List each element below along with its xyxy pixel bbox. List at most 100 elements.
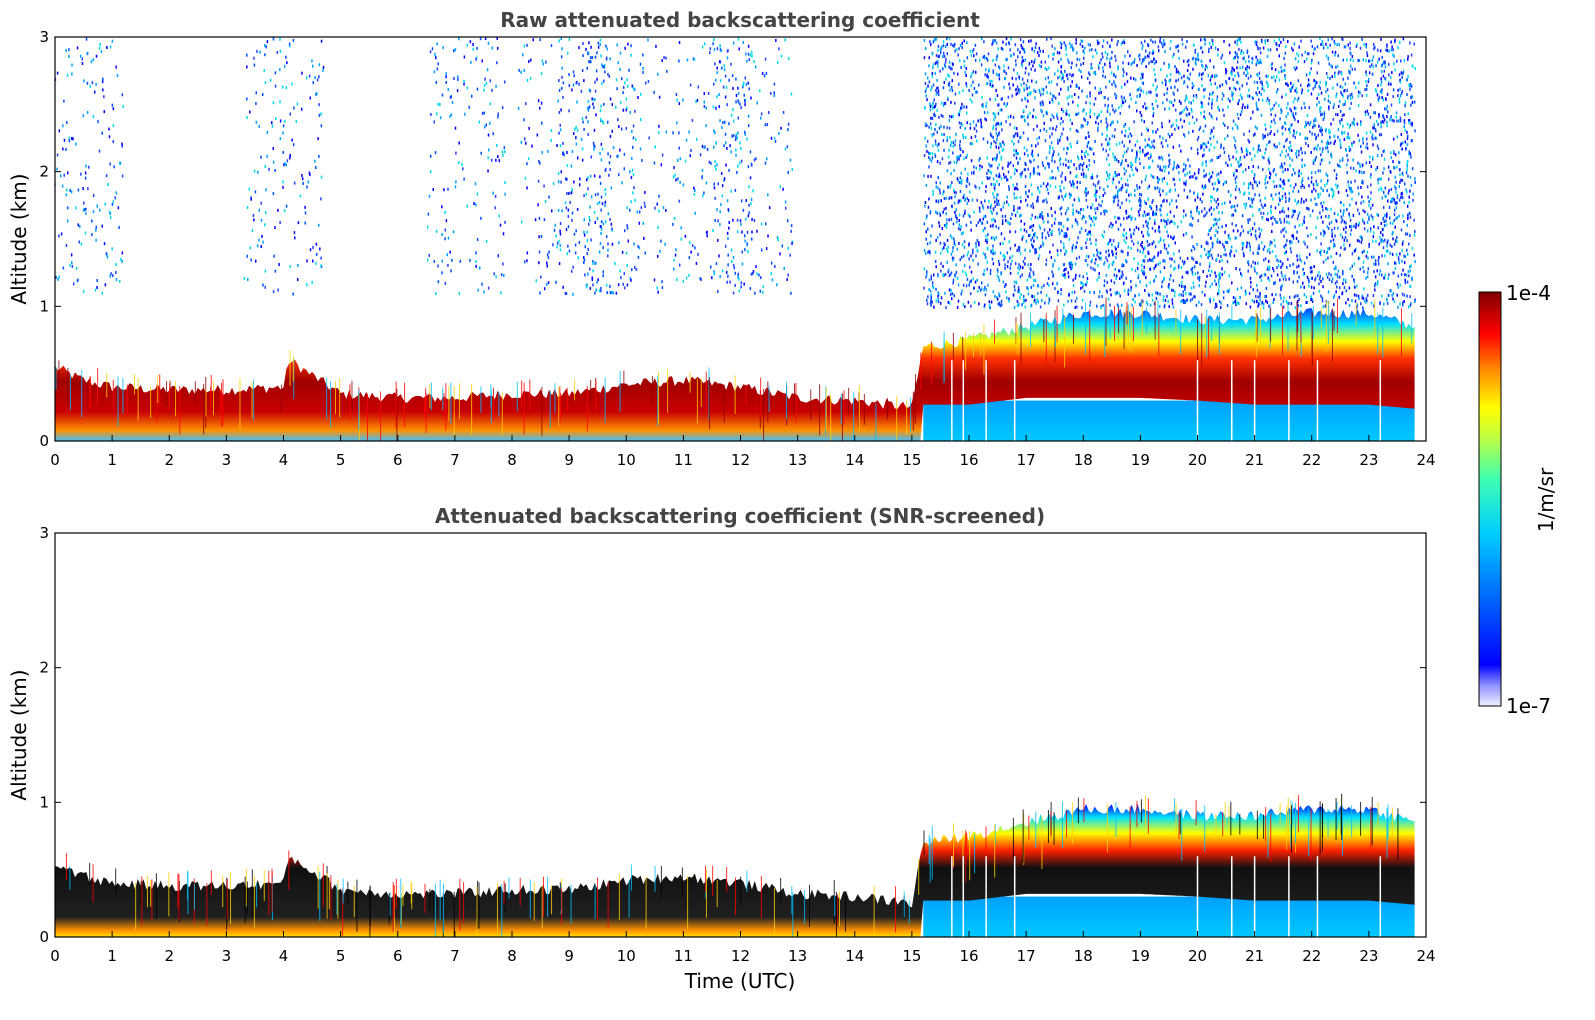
noise-speck [1186, 271, 1189, 275]
noise-speck [1261, 155, 1264, 159]
noise-speck [581, 158, 584, 162]
noise-speck [1289, 156, 1291, 160]
noise-speck [1359, 164, 1361, 168]
noise-speck [1249, 228, 1252, 232]
noise-speck [732, 291, 735, 295]
noise-speck [999, 108, 1001, 112]
noise-speck [1273, 297, 1275, 301]
noise-speck [101, 291, 104, 295]
noise-speck [930, 303, 932, 307]
noise-speck [1222, 122, 1225, 126]
noise-speck [750, 50, 753, 54]
noise-speck [1335, 65, 1337, 69]
noise-speck [627, 42, 629, 46]
noise-speck [578, 183, 581, 187]
noise-speck [1271, 67, 1273, 71]
noise-speck [1268, 268, 1270, 272]
noise-speck [736, 218, 739, 222]
noise-speck [996, 193, 999, 197]
noise-speck [1117, 65, 1119, 69]
noise-speck [963, 39, 965, 43]
noise-speck [1201, 101, 1203, 105]
noise-speck [1246, 68, 1248, 72]
noise-speck [942, 190, 945, 194]
noise-speck [1243, 191, 1246, 195]
noise-speck [927, 174, 929, 178]
noise-speck [1257, 295, 1259, 299]
noise-speck [759, 276, 762, 280]
noise-speck [314, 159, 316, 163]
noise-speck [1001, 214, 1004, 218]
noise-speck [1315, 236, 1318, 240]
noise-speck [1120, 249, 1123, 253]
noise-speck [441, 233, 443, 237]
noise-speck [1123, 281, 1125, 285]
noise-speck [1208, 261, 1211, 265]
noise-speck [615, 105, 617, 109]
noise-speck [1382, 171, 1384, 175]
noise-speck [1081, 246, 1083, 250]
noise-speck [96, 204, 98, 208]
noise-speck [480, 216, 482, 220]
noise-speck [946, 169, 949, 173]
noise-speck [1355, 293, 1358, 297]
noise-speck [643, 236, 645, 240]
noise-speck [1027, 167, 1029, 171]
noise-speck [599, 175, 601, 179]
noise-speck [937, 186, 939, 190]
noise-speck [1144, 246, 1146, 250]
noise-speck [938, 126, 941, 130]
noise-speck [1343, 238, 1346, 242]
noise-speck [91, 81, 94, 85]
noise-speck [1291, 158, 1293, 162]
noise-speck [1058, 92, 1060, 96]
noise-speck [1239, 93, 1242, 97]
noise-speck [1065, 250, 1068, 254]
noise-speck [1386, 92, 1389, 96]
noise-speck [1358, 212, 1361, 216]
noise-speck [1286, 106, 1288, 110]
noise-speck [1111, 38, 1113, 42]
noise-speck [1186, 40, 1188, 44]
noise-speck [1275, 42, 1278, 46]
noise-speck [977, 221, 980, 225]
noise-speck [1205, 280, 1207, 284]
noise-speck [1218, 108, 1221, 112]
noise-speck [85, 37, 88, 41]
noise-speck [1083, 215, 1086, 219]
noise-speck [705, 124, 707, 128]
noise-speck [288, 44, 291, 48]
noise-speck [1178, 72, 1181, 76]
noise-speck [115, 262, 117, 266]
noise-speck [759, 89, 761, 93]
noise-speck [1306, 256, 1308, 260]
noise-speck [1250, 264, 1253, 268]
noise-speck [1386, 244, 1388, 248]
noise-speck [1006, 178, 1009, 182]
noise-speck [546, 253, 549, 257]
noise-speck [1266, 249, 1269, 253]
noise-speck [318, 63, 321, 67]
noise-speck [250, 258, 252, 262]
noise-speck [716, 66, 718, 70]
noise-speck [1013, 171, 1016, 175]
noise-speck [1041, 110, 1043, 114]
noise-speck [1225, 161, 1227, 165]
noise-speck [1148, 55, 1150, 59]
noise-speck [1173, 160, 1175, 164]
noise-speck [1380, 125, 1382, 129]
noise-speck [624, 229, 626, 233]
noise-speck [591, 278, 594, 282]
noise-speck [1249, 245, 1251, 249]
noise-speck [1140, 193, 1143, 197]
noise-speck [1321, 128, 1323, 132]
noise-speck [1247, 269, 1249, 273]
noise-speck [1144, 102, 1146, 106]
noise-speck [1409, 212, 1411, 216]
noise-speck [756, 272, 758, 276]
noise-speck [1212, 298, 1215, 302]
noise-speck [1296, 254, 1298, 258]
noise-speck [931, 300, 933, 304]
noise-speck [1082, 175, 1085, 179]
noise-speck [1203, 88, 1205, 92]
